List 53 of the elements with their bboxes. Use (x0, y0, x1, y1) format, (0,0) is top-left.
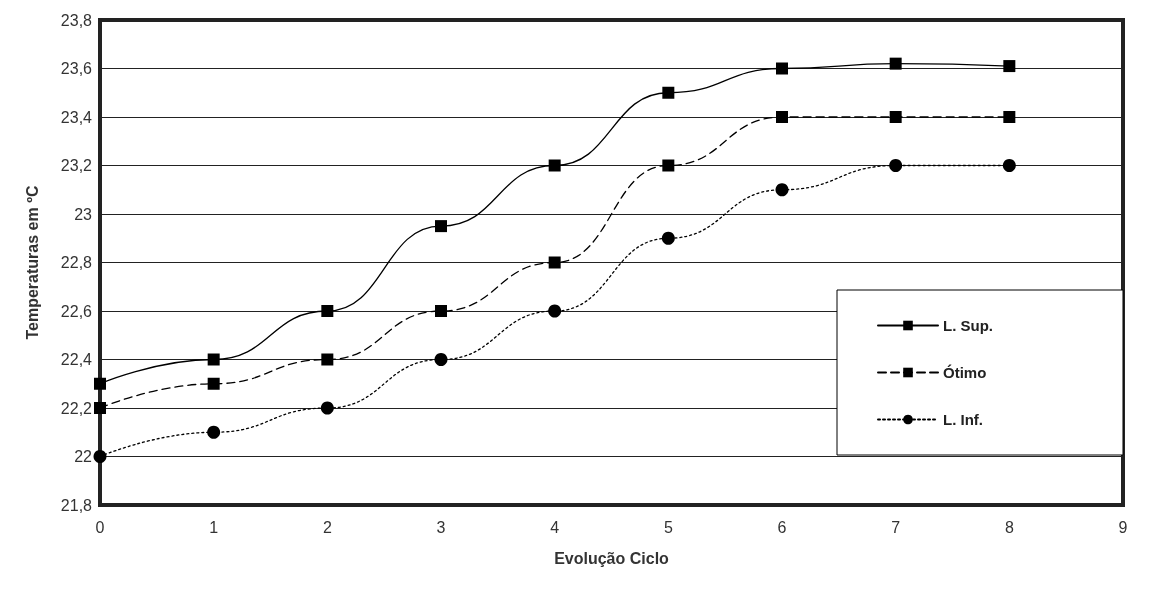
point (661, 231, 675, 245)
point (548, 256, 561, 269)
x-tick-label: 8 (1004, 518, 1014, 536)
point (776, 111, 788, 123)
y-tick-label: 22,8 (60, 254, 93, 271)
point (94, 402, 106, 414)
x-tick-label: 4 (550, 518, 560, 536)
x-tick-label: 2 (322, 518, 332, 536)
x-tick-label: 0 (95, 518, 105, 536)
point (435, 305, 447, 317)
point (207, 353, 220, 366)
point (94, 377, 106, 390)
point (435, 220, 447, 233)
legend-label: L. Sup. (943, 317, 993, 334)
y-axis-title: Temperaturas em ºC (23, 185, 41, 340)
y-tick-label: 22,4 (60, 351, 93, 368)
y-tick-label: 23,2 (60, 157, 93, 174)
point (321, 353, 334, 366)
point (548, 159, 561, 172)
point (1003, 60, 1016, 73)
point (889, 111, 902, 123)
y-tick-label: 21,8 (60, 496, 93, 514)
x-tick-label: 9 (1118, 518, 1128, 536)
point (93, 450, 107, 463)
x-tick-label: 3 (436, 518, 446, 536)
point (889, 159, 903, 172)
point (548, 304, 562, 318)
point (207, 425, 221, 439)
y-tick-label: 22 (74, 448, 93, 465)
x-tick-label: 1 (209, 518, 219, 536)
point (889, 57, 902, 70)
legend-label: Ótimo (943, 364, 987, 381)
y-tick-label: 22,2 (60, 399, 93, 417)
point (776, 62, 788, 75)
point (662, 86, 675, 99)
point (321, 305, 334, 317)
y-tick-label: 23,6 (60, 60, 93, 77)
point (434, 353, 448, 366)
point (207, 377, 220, 390)
point (1002, 159, 1016, 172)
x-axis-title: Evolução Ciclo (554, 549, 670, 567)
y-tick-label: 23 (74, 205, 93, 223)
y-tick-label: 23,4 (60, 108, 93, 126)
point (775, 183, 789, 197)
y-tick-label: 23,8 (60, 11, 93, 29)
x-tick-label: 5 (663, 518, 673, 536)
point (320, 401, 334, 415)
legend-label: L. Inf. (943, 411, 983, 428)
x-tick-label: 6 (777, 518, 787, 536)
x-tick-label: 7 (891, 518, 901, 536)
point (1003, 111, 1016, 123)
point (662, 159, 675, 172)
y-tick-label: 22,6 (60, 302, 93, 320)
